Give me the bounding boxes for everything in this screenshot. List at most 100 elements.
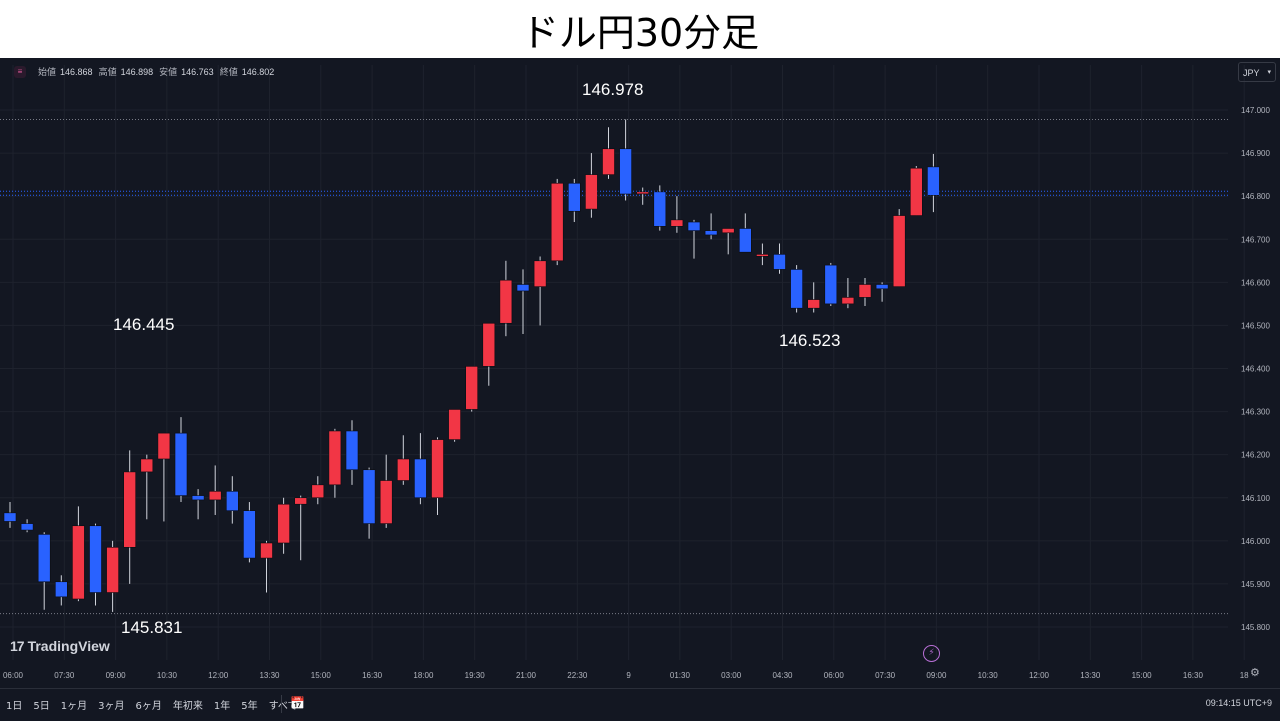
y-tick-label: 146.800 [1241,192,1270,201]
candles [3,119,940,612]
symbol-icon[interactable]: ≡ [14,65,26,78]
page-title: ドル円30分足 [0,0,1280,58]
candle-body [909,167,923,216]
candle-body [653,191,667,227]
x-tick-label: 19:30 [465,671,486,680]
lightning-icon[interactable]: ⚡ [923,645,940,662]
candle-body [824,264,838,305]
x-tick-label: 09:00 [926,671,947,680]
candle-body [208,490,222,501]
x-tick-label: 18 [1240,671,1249,680]
candle-body [157,432,171,460]
candle-body [3,512,17,522]
x-tick-label: 04:30 [772,671,793,680]
high-label: 高値 [98,67,117,77]
x-axis: 06:00 07:30 09:00 10:30 12:00 13:30 15:00 16:30… [3,671,1249,680]
y-tick-label: 146.500 [1241,321,1270,330]
range-selector: 1日 5日 1ヶ月 3ヶ月 6ヶ月 年初来 1年 5年 すべて [6,697,309,712]
range-button[interactable]: 1年 [213,701,231,712]
range-button[interactable]: 1日 [6,701,23,712]
candle-body [54,581,68,598]
x-tick-label: 9 [626,671,631,680]
candle-body [362,469,376,524]
currency-label: JPY [1243,68,1260,78]
x-tick-label: 15:00 [311,671,332,680]
candle-body [72,525,85,600]
candle-body [602,148,615,175]
candle-body [704,230,718,236]
x-tick-label: 07:30 [875,671,896,680]
range-button[interactable]: 6ヶ月 [135,701,162,712]
x-tick-label: 22:30 [567,671,588,680]
y-tick-label: 147.000 [1241,106,1270,115]
x-tick-label: 16:30 [362,671,383,680]
x-tick-label: 16:30 [1183,671,1204,680]
candle-body [858,284,872,298]
range-button[interactable]: 1ヶ月 [60,701,88,712]
y-tick-label: 145.800 [1241,623,1270,632]
candle-body [414,458,427,499]
candle-body [670,219,684,227]
candle-body [756,254,769,257]
range-button[interactable]: 5日 [33,701,50,712]
y-tick-label: 146.100 [1241,494,1270,503]
x-tick-label: 09:00 [106,671,127,680]
y-axis: 145.800 145.900 146.000 146.100 146.200 146.3… [1241,106,1270,632]
candle-body [927,166,940,196]
divider [281,695,282,713]
x-tick-label: 21:00 [516,671,537,680]
candle-body [687,221,701,231]
open-value: 146.868 [60,66,93,77]
ohlc-legend: ≡ 始値 146.868 高値 146.898 安値 146.763 終値 146.80… [14,65,276,78]
candle-body [550,182,564,262]
candle-body [191,495,205,501]
bottom-toolbar: 1日 5日 1ヶ月 3ヶ月 6ヶ月 年初来 1年 5年 すべて 📅 09:14:15 UTC+9 [0,688,1280,721]
candle-body [431,439,444,499]
open-label: 始値 [38,67,57,77]
candle-body [260,542,273,559]
annotation-high: 146.978 [582,80,644,99]
candle-body [482,322,496,367]
range-button[interactable]: すべて [268,701,298,712]
candle-body [37,534,51,583]
annotation-left-high: 146.445 [113,315,175,334]
x-tick-label: 01:30 [670,671,691,680]
x-tick-label: 10:30 [978,671,999,680]
candle-body [619,148,632,195]
chart-panel[interactable] [0,58,1280,688]
candle-body [20,523,34,531]
y-tick-label: 146.200 [1241,451,1270,460]
range-button[interactable]: 5年 [241,701,258,712]
clock: 09:14:15 UTC+9 [1205,698,1272,708]
candle-body [140,458,154,473]
x-tick-label: 13:30 [259,671,280,680]
low-label: 安値 [159,67,178,77]
candle-body [892,215,906,287]
y-tick-label: 146.600 [1241,278,1270,287]
tradingview-logo-icon: 17 [10,638,25,654]
candle-body [738,228,752,253]
close-value: 146.802 [241,66,275,77]
x-tick-label: 12:00 [1029,671,1050,680]
candle-body [585,174,598,210]
x-tick-label: 18:00 [413,671,434,680]
range-button[interactable]: 年初来 [172,701,203,712]
low-value: 146.763 [181,66,214,77]
candle-body [448,409,461,440]
range-button[interactable]: 3ヶ月 [98,701,125,712]
candle-body [773,254,786,270]
candle-body [106,546,119,593]
reference-lines [0,118,1228,615]
logo-text: TradingView [27,638,110,654]
candle-body [345,430,359,471]
candle-body [174,432,188,496]
candle-body [294,497,308,505]
y-tick-label: 146.300 [1241,408,1270,417]
tradingview-logo[interactable]: 17 TradingView [10,638,110,654]
currency-select[interactable]: JPY ▾ [1238,62,1276,82]
settings-icon[interactable]: ⚙ [1250,666,1260,679]
candle-body [875,284,889,290]
calendar-icon[interactable]: 📅 [290,696,305,710]
candle-body [636,191,650,195]
